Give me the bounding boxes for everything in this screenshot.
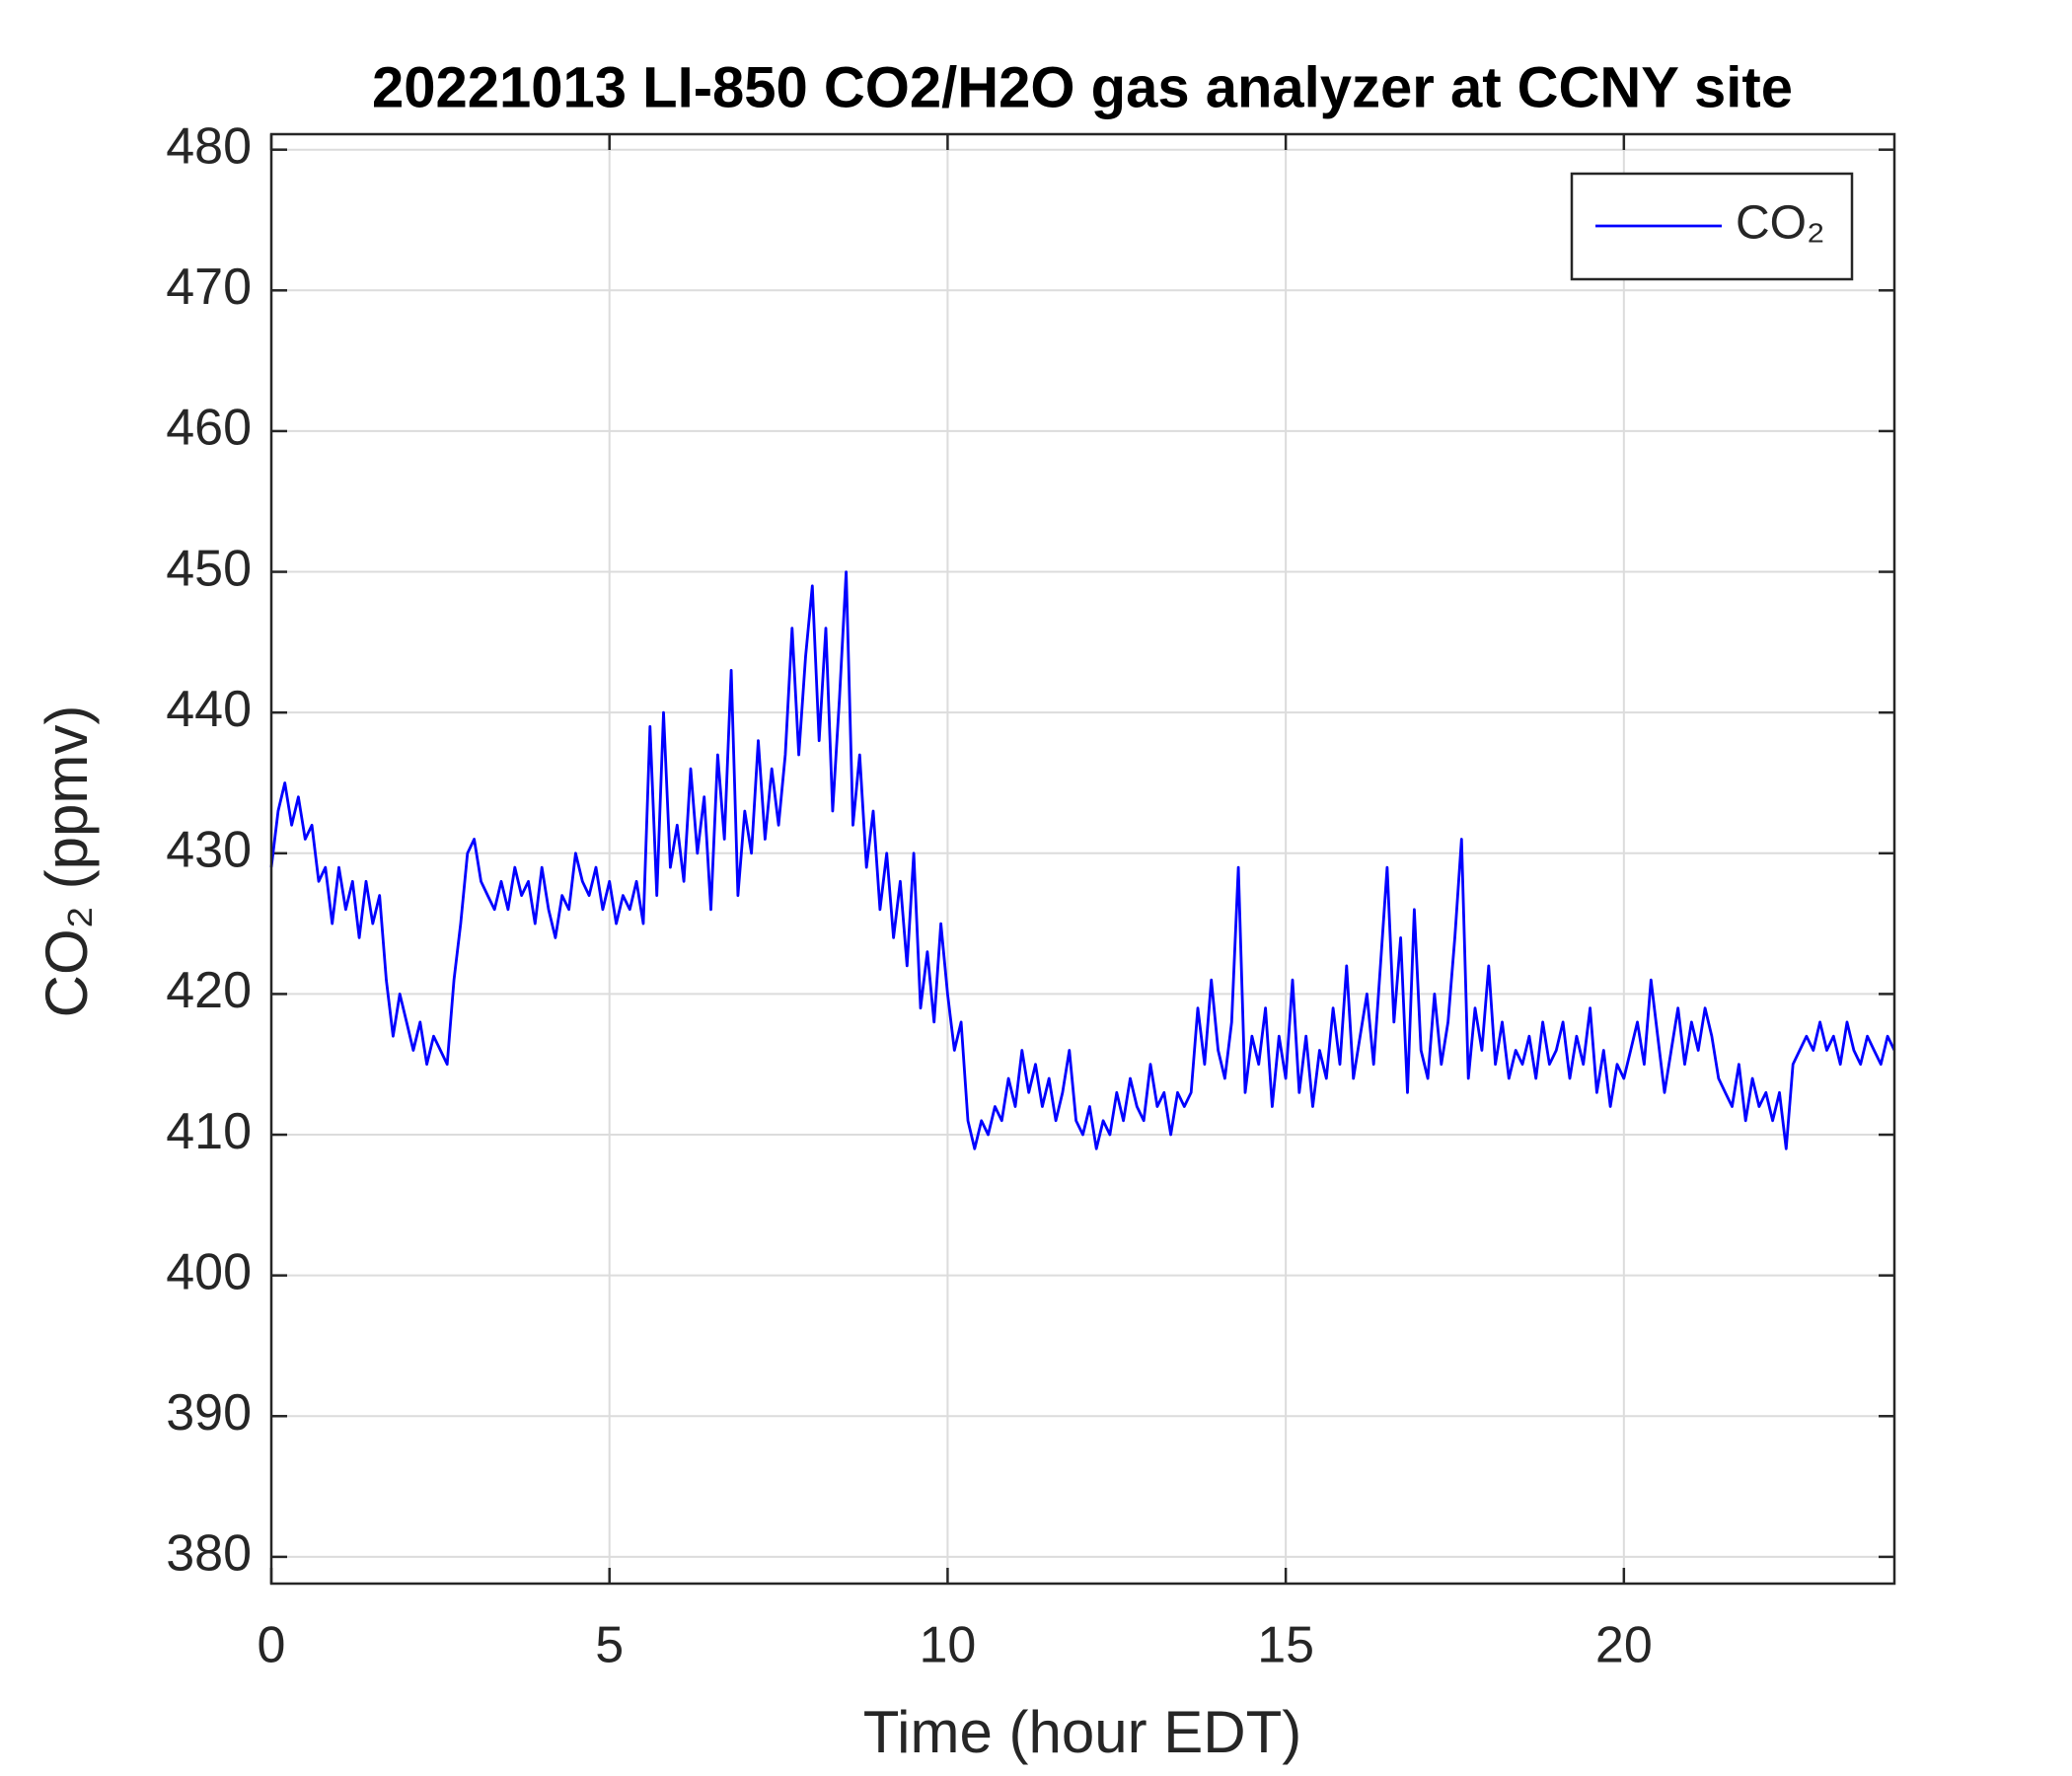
y-axis-label: CO₂ (ppmv) — [34, 705, 100, 1018]
x-tick-label: 10 — [919, 1617, 976, 1674]
x-tick-label: 20 — [1595, 1617, 1653, 1674]
y-tick-label: 420 — [166, 962, 252, 1019]
y-tick-label: 410 — [166, 1103, 252, 1160]
y-tick-label: 470 — [166, 259, 252, 316]
data-line — [269, 570, 1896, 1150]
y-tick-label: 480 — [166, 117, 252, 175]
x-tick-label: 15 — [1257, 1617, 1314, 1674]
y-tick-label: 380 — [166, 1525, 252, 1583]
plot-frame — [269, 132, 1896, 1586]
legend-label: CO₂ — [1736, 197, 1825, 250]
y-tick-label: 450 — [166, 540, 252, 597]
x-axis-label: Time (hour EDT) — [863, 1699, 1302, 1765]
y-tick-label: 440 — [166, 681, 252, 738]
y-tick-label: 390 — [166, 1384, 252, 1442]
chart-title: 20221013 LI-850 CO2/H2O gas analyzer at … — [372, 55, 1793, 119]
x-tick-label: 5 — [595, 1617, 624, 1674]
y-tick-label: 430 — [166, 822, 252, 879]
y-tick-label: 460 — [166, 400, 252, 457]
x-tick-label: 0 — [258, 1617, 286, 1674]
y-tick-label: 400 — [166, 1243, 252, 1300]
